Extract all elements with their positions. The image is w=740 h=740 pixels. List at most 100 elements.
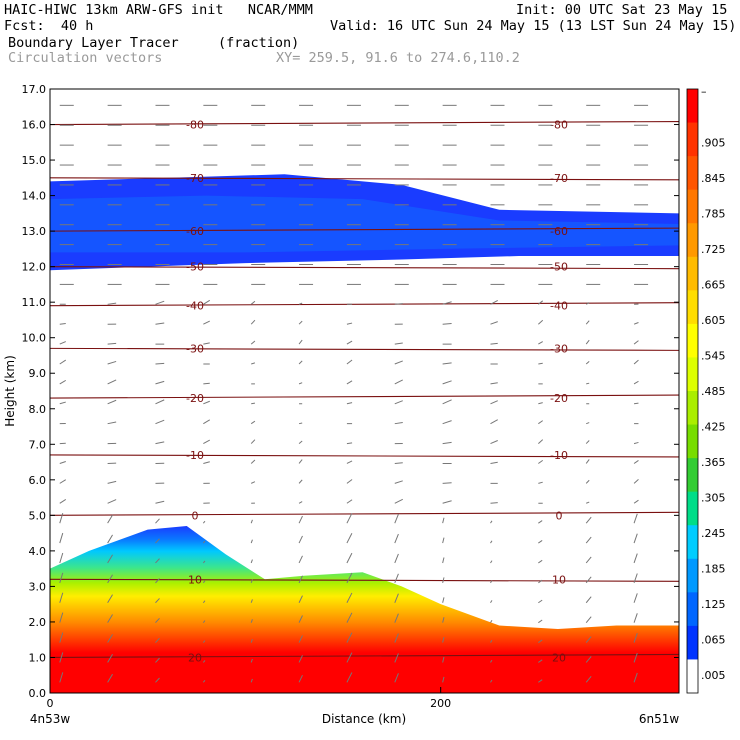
y-axis-label: Height (km) [3, 355, 17, 426]
wind-vector [298, 595, 303, 603]
wind-vector [538, 559, 543, 564]
wind-vector [394, 462, 403, 464]
plot-frame [49, 88, 680, 694]
wind-vector [538, 362, 543, 365]
wind-vector [346, 552, 353, 564]
temperature-contour [50, 120, 679, 126]
wind-vector [59, 532, 64, 544]
wind-vector [107, 574, 113, 584]
wind-vector [298, 515, 303, 524]
wind-vector [394, 653, 399, 663]
wind-vector [59, 379, 67, 385]
colorbar-swatch [687, 525, 698, 560]
colorbar-label: .725 [701, 243, 726, 256]
wind-vector [250, 539, 253, 544]
wind-vector [633, 340, 639, 345]
wind-vector [346, 359, 353, 365]
wind-vector [250, 638, 253, 643]
wind-vector [107, 514, 113, 524]
wind-vector [203, 320, 210, 325]
wind-vector [59, 341, 66, 345]
wind-vector [633, 533, 638, 544]
wind-vector [585, 556, 592, 564]
colorbar-swatch [687, 256, 698, 291]
wind-vector [586, 382, 590, 385]
temperature-contour-label: -50 [550, 261, 568, 274]
y-tick-label: 9.0 [29, 367, 47, 380]
wind-vector [442, 420, 452, 425]
wind-vector [394, 673, 399, 683]
wind-vector [442, 557, 445, 564]
colorbar-swatch [687, 189, 698, 224]
wind-vector [633, 573, 638, 584]
temperature-contour [50, 653, 679, 659]
wind-vector [107, 421, 117, 425]
colorbar-label: .905 [701, 136, 726, 149]
wind-vector [155, 657, 160, 663]
temperature-contour-label: -10 [186, 449, 204, 462]
wind-vector [633, 613, 638, 623]
wind-vector [250, 439, 256, 444]
y-tick-label: 2.0 [29, 616, 47, 629]
wind-vector [585, 676, 592, 683]
wind-vector [346, 499, 353, 504]
wind-vector [59, 612, 64, 623]
wind-vector [346, 479, 353, 484]
wind-vector [155, 617, 160, 623]
valid-time: Valid: 16 UTC Sun 24 May 15 (13 LST Sun … [330, 18, 737, 34]
wind-vector [394, 480, 403, 484]
wind-vector [298, 501, 303, 504]
wind-vector [538, 300, 544, 305]
wind-vector [203, 382, 210, 385]
wind-vector [298, 339, 303, 345]
wind-vector [203, 419, 211, 425]
wind-vector [394, 593, 399, 603]
wind-vector [633, 513, 638, 524]
colorbar-swatch [687, 659, 698, 694]
wind-vector [538, 659, 543, 663]
colorbar-label: .485 [701, 385, 726, 398]
colorbar-swatch [687, 323, 698, 358]
title-line: HAIC-HIWC 13km ARW-GFS init NCAR/MMM [4, 2, 313, 18]
colorbar-swatch [687, 290, 698, 325]
wind-vector [442, 656, 445, 663]
wind-vector [346, 460, 353, 464]
wind-vector [442, 597, 445, 603]
wind-vector [107, 614, 113, 623]
wind-vector [633, 322, 639, 325]
wind-vector [202, 540, 206, 544]
wind-vector [585, 656, 592, 663]
temperature-contour-label: -80 [186, 119, 204, 132]
y-tick-label: 16.0 [22, 119, 47, 132]
colorbar-label: .845 [701, 172, 726, 185]
wind-vector [107, 379, 117, 385]
vector-field-name: Circulation vectors [8, 50, 163, 66]
wind-vector [203, 461, 210, 464]
wind-vector [442, 537, 445, 544]
x-end-location: 6n51w [639, 712, 680, 726]
wind-vector [250, 678, 253, 683]
temperature-contour-label: -20 [186, 392, 204, 405]
temperature-contour-label: -50 [186, 261, 204, 274]
temperature-contour-label: -80 [550, 119, 568, 132]
temperature-contour [50, 511, 679, 516]
wind-vector [250, 658, 253, 663]
wind-vector [586, 501, 590, 504]
temperature-contour-label: -60 [186, 225, 204, 238]
forecast-hour: Fcst: 40 h [4, 18, 94, 34]
wind-vector [346, 340, 353, 345]
xy-cross-section: XY= 259.5, 91.6 to 274.6,110.2 [276, 50, 520, 66]
wind-vector [107, 480, 117, 484]
wind-vector [490, 540, 493, 544]
wind-vector [155, 419, 165, 425]
colorbar-label: .605 [701, 314, 726, 327]
wind-vector [59, 632, 64, 643]
wind-vector [155, 300, 165, 305]
wind-vector [250, 319, 256, 325]
wind-vector [490, 321, 498, 325]
wind-vector [633, 633, 638, 643]
colorbar-label: .125 [701, 598, 726, 611]
wind-vector [633, 460, 639, 464]
temperature-contour [50, 578, 679, 582]
